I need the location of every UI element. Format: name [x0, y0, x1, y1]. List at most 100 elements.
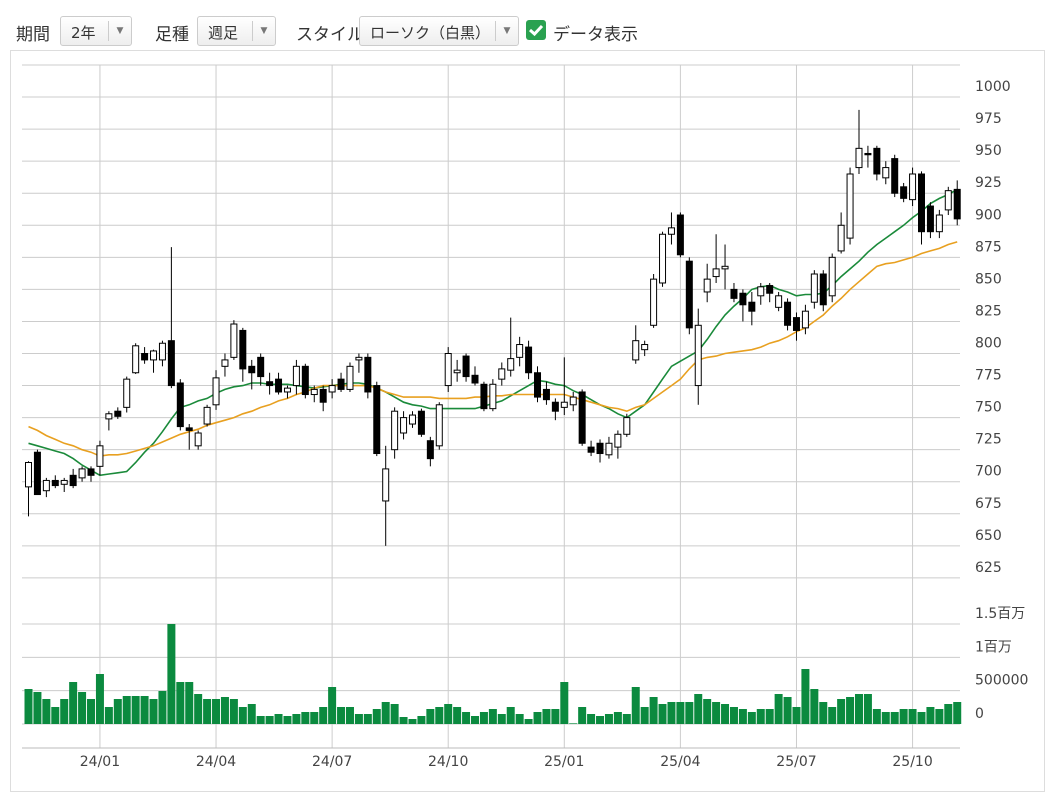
volume-bar — [51, 707, 60, 724]
candle-body — [542, 388, 550, 401]
x-tick-label: 25/04 — [660, 754, 700, 770]
volume-bar — [60, 699, 69, 724]
candle-body — [864, 152, 872, 156]
candle-body — [712, 268, 720, 278]
candle-body — [248, 365, 256, 374]
candle-body — [605, 442, 613, 456]
volume-bar — [104, 707, 113, 724]
candle-body — [623, 417, 631, 435]
volume-bar — [42, 699, 51, 724]
candle-body — [167, 340, 175, 387]
volume-bar — [238, 707, 247, 724]
volume-bar — [462, 712, 471, 724]
volume-bar — [810, 689, 819, 724]
x-tick-label: 25/01 — [544, 754, 584, 770]
candle-body — [391, 410, 399, 451]
x-tick-label: 24/07 — [312, 754, 352, 770]
candle-body — [355, 356, 363, 361]
y-tick-label: 950 — [975, 143, 1002, 159]
candle-body — [685, 260, 693, 329]
candle-body — [42, 479, 50, 492]
show-data-checkbox[interactable] — [526, 20, 546, 40]
candle-body — [158, 342, 166, 361]
candle-body — [766, 285, 774, 294]
volume-bar — [435, 707, 444, 724]
candle-body — [132, 345, 140, 374]
volume-bar — [185, 682, 194, 724]
bar-type-select[interactable]: 週足 ▼ — [197, 16, 276, 46]
candle-body — [292, 365, 300, 387]
candle-body — [51, 479, 59, 487]
volume-bar — [881, 712, 890, 724]
y-tick-label: 825 — [975, 303, 1002, 319]
style-select[interactable]: ローソク（白黒） ▼ — [359, 16, 519, 46]
candle-body — [239, 329, 247, 370]
volume-bar — [479, 712, 488, 724]
candle-body — [212, 377, 220, 406]
x-tick-label: 24/10 — [428, 754, 468, 770]
volume-bar — [738, 709, 747, 724]
period-select[interactable]: 2年 ▼ — [60, 16, 132, 46]
candle-body — [721, 265, 729, 270]
volume-tick-label: 1.5百万 — [975, 606, 1025, 622]
candle-body — [489, 383, 497, 410]
volume-bar — [729, 707, 738, 724]
y-tick-label: 675 — [975, 496, 1002, 512]
candle-body — [408, 414, 416, 425]
volume-bar — [256, 716, 265, 724]
volume-bar — [354, 714, 363, 724]
volume-bar — [497, 714, 506, 724]
volume-bar — [274, 714, 283, 724]
candle-body — [944, 190, 952, 211]
show-data-label: データ表示 — [553, 25, 638, 45]
volume-bar — [337, 707, 346, 724]
volume-bar — [863, 694, 872, 724]
candle-body — [185, 427, 193, 431]
candle-body — [632, 340, 640, 361]
candle-body — [346, 365, 354, 390]
y-tick-label: 800 — [975, 336, 1002, 352]
volume-bar — [596, 716, 605, 724]
candle-body — [230, 323, 238, 358]
volume-bar — [783, 697, 792, 724]
candle-body — [587, 446, 595, 453]
y-tick-label: 875 — [975, 239, 1002, 255]
candle-body — [203, 406, 211, 425]
candle-body — [810, 273, 818, 303]
y-tick-label: 1000 — [975, 79, 1011, 95]
volume-bar — [694, 694, 703, 724]
candle-body — [614, 433, 622, 448]
candle-body — [516, 344, 524, 358]
volume-bar — [667, 702, 676, 724]
y-tick-label: 750 — [975, 400, 1002, 416]
candle-body — [69, 474, 77, 487]
volume-bar — [542, 709, 551, 724]
candle-body — [105, 413, 113, 420]
volume-bar — [828, 707, 837, 724]
candle-body — [855, 147, 863, 169]
volume-bar — [622, 714, 631, 724]
volume-bar — [176, 682, 185, 724]
volume-bar — [247, 704, 256, 724]
volume-bar — [569, 723, 578, 724]
volume-bar — [935, 709, 944, 724]
volume-bar — [372, 709, 381, 724]
volume-bar — [515, 714, 524, 724]
volume-bar — [551, 709, 560, 724]
volume-bar — [944, 704, 953, 724]
style-value: ローソク（白黒） — [370, 24, 491, 42]
candle-body — [819, 273, 827, 306]
volume-bar — [801, 669, 810, 724]
candle-body — [123, 378, 131, 408]
volume-bar — [95, 674, 104, 724]
candle-body — [650, 278, 658, 326]
volume-bar — [613, 712, 622, 724]
volume-bar — [471, 716, 479, 724]
candle-body — [25, 461, 32, 488]
dropdown-arrow: ▼ — [108, 21, 131, 41]
y-tick-label: 850 — [975, 271, 1002, 287]
volume-bar — [426, 709, 435, 724]
volume-bar — [953, 702, 962, 724]
candle-body — [569, 396, 577, 406]
volume-bar — [319, 707, 328, 724]
